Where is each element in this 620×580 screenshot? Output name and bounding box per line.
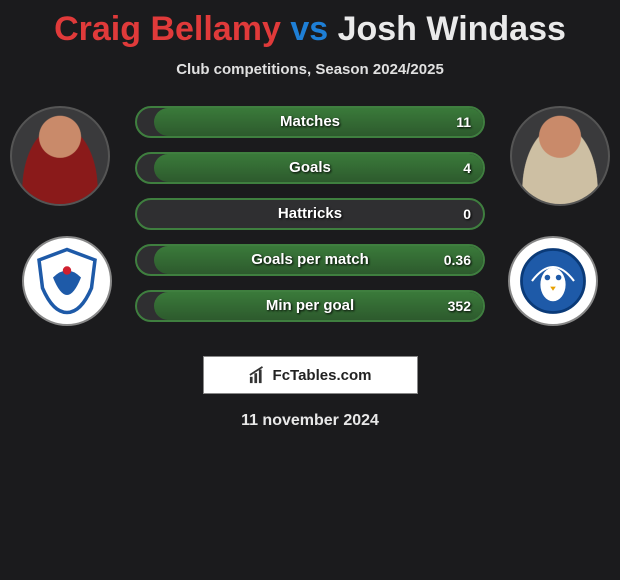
crest-left-icon (32, 246, 102, 316)
stat-bar-hattricks: Hattricks 0 (135, 198, 485, 230)
stat-value-right: 0.36 (444, 246, 471, 274)
stat-bar-gpm: Goals per match 0.36 (135, 244, 485, 276)
stat-label: Matches (137, 108, 483, 136)
date-label: 11 november 2024 (0, 412, 620, 430)
player2-avatar (510, 106, 610, 206)
stat-label: Min per goal (137, 292, 483, 320)
player1-club-crest (22, 236, 112, 326)
stat-value-right: 352 (448, 292, 471, 320)
stat-value-right: 0 (463, 200, 471, 228)
player1-name: Craig Bellamy (54, 10, 281, 48)
player2-club-crest (508, 236, 598, 326)
stat-label: Goals per match (137, 246, 483, 274)
chart-icon (249, 366, 267, 384)
stat-label: Goals (137, 154, 483, 182)
crest-right-icon (518, 246, 588, 316)
player1-avatar (10, 106, 110, 206)
stat-bar-matches: Matches 11 (135, 106, 485, 138)
comparison-title: Craig Bellamy vs Josh Windass (0, 0, 620, 49)
logo-text: FcTables.com (273, 367, 372, 384)
stat-bars: Matches 11 Goals 4 Hattricks 0 Goals per… (135, 106, 485, 322)
fctables-logo[interactable]: FcTables.com (203, 356, 418, 394)
stat-bar-mpg: Min per goal 352 (135, 290, 485, 322)
stat-value-right: 11 (456, 108, 471, 136)
player1-silhouette (12, 108, 108, 204)
stat-value-right: 4 (463, 154, 471, 182)
comparison-block: Matches 11 Goals 4 Hattricks 0 Goals per… (0, 106, 620, 336)
subtitle: Club competitions, Season 2024/2025 (0, 61, 620, 78)
stat-label: Hattricks (137, 200, 483, 228)
player2-name: Josh Windass (338, 10, 566, 48)
player2-silhouette (512, 108, 608, 204)
stat-bar-goals: Goals 4 (135, 152, 485, 184)
vs-label: vs (290, 10, 328, 48)
